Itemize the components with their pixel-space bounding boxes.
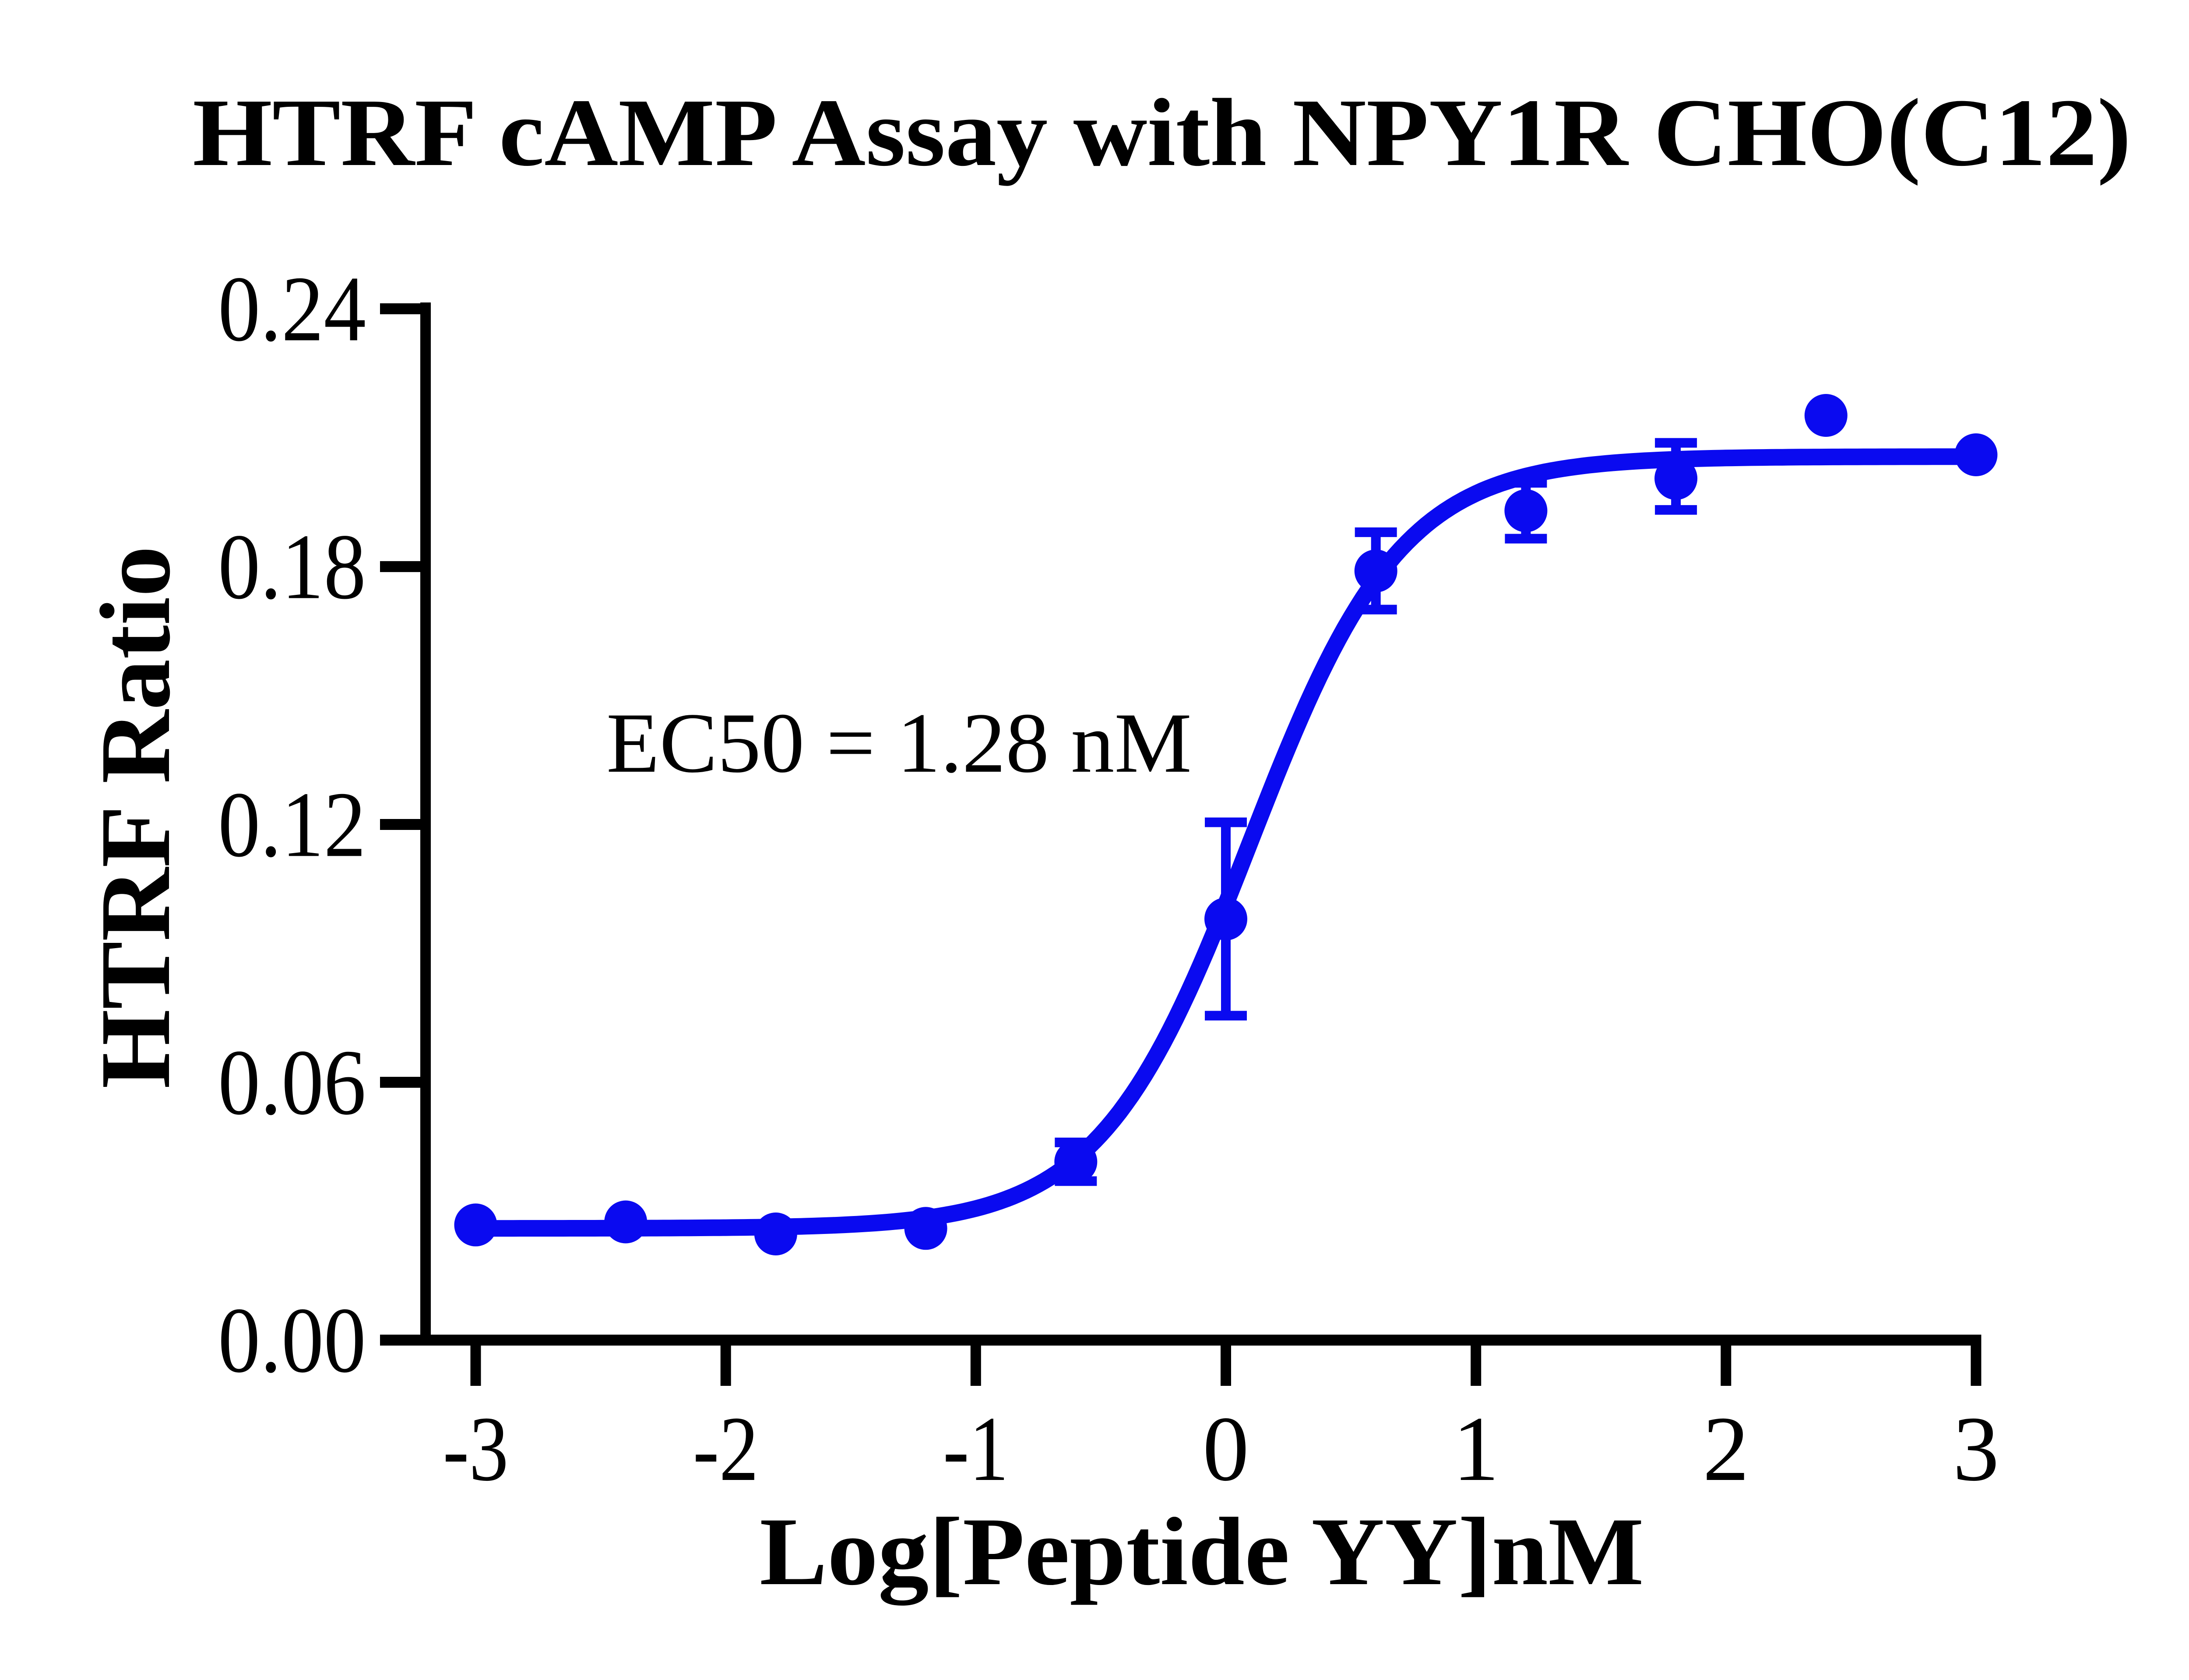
svg-text:EC50 = 1.28 nM: EC50 = 1.28 nM xyxy=(606,696,1192,791)
svg-text:0.24: 0.24 xyxy=(218,257,366,361)
svg-text:3: 3 xyxy=(1953,1397,1999,1500)
svg-text:Log[Peptide YY]nM: Log[Peptide YY]nM xyxy=(760,1498,1644,1606)
svg-text:0: 0 xyxy=(1203,1397,1249,1500)
svg-text:HTRF cAMP Assay with NPY1R CHO: HTRF cAMP Assay with NPY1R CHO(C12) xyxy=(193,79,2131,186)
svg-text:0.12: 0.12 xyxy=(218,773,366,877)
svg-text:0.18: 0.18 xyxy=(218,515,366,619)
svg-text:-1: -1 xyxy=(943,1397,1009,1500)
svg-text:HTRF Ratio: HTRF Ratio xyxy=(80,546,191,1089)
svg-text:0.00: 0.00 xyxy=(218,1289,366,1392)
svg-text:-3: -3 xyxy=(443,1397,509,1500)
svg-text:-2: -2 xyxy=(693,1397,759,1500)
svg-text:0.06: 0.06 xyxy=(218,1031,366,1135)
svg-text:2: 2 xyxy=(1703,1397,1749,1500)
svg-text:1: 1 xyxy=(1453,1397,1499,1500)
